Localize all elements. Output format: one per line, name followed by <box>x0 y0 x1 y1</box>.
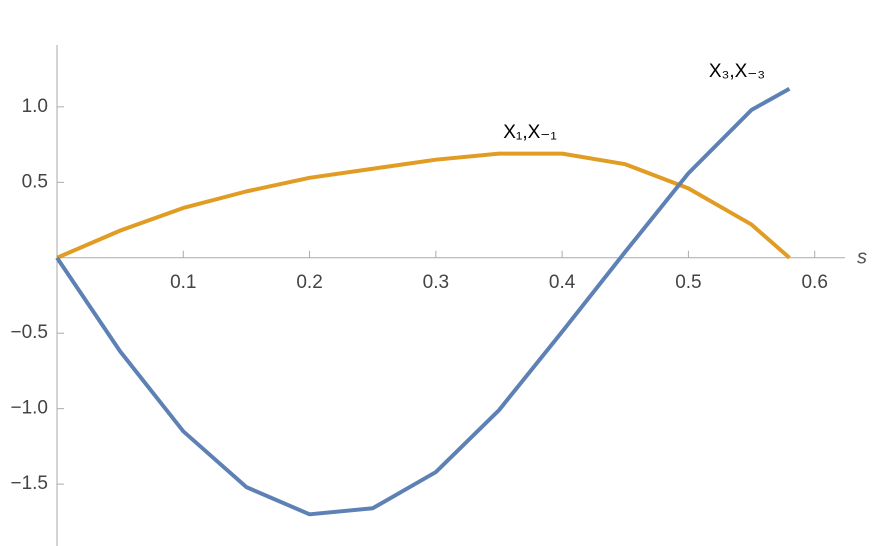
x-tick-label: 0.1 <box>170 272 196 293</box>
series-line <box>55 87 791 517</box>
y-tick-label: −1.5 <box>10 473 48 494</box>
x-tick-label: 0.2 <box>296 272 322 293</box>
series-line <box>56 151 791 260</box>
y-tick-label: 0.5 <box>22 171 48 192</box>
x-tick-label: 0.5 <box>675 272 701 293</box>
y-tick-label: −0.5 <box>10 322 48 343</box>
x-axis-label: s <box>857 246 867 268</box>
y-tick-label: 1.0 <box>22 96 48 117</box>
curve-label: X₃,X₋₃ <box>709 61 765 82</box>
x-tick-label: 0.6 <box>801 272 827 293</box>
y-tick-label: −1.0 <box>10 398 48 419</box>
x-tick-label: 0.3 <box>423 272 449 293</box>
curve-label: X₁,X₋₁ <box>503 122 556 143</box>
x-tick-label: 0.4 <box>549 272 576 293</box>
